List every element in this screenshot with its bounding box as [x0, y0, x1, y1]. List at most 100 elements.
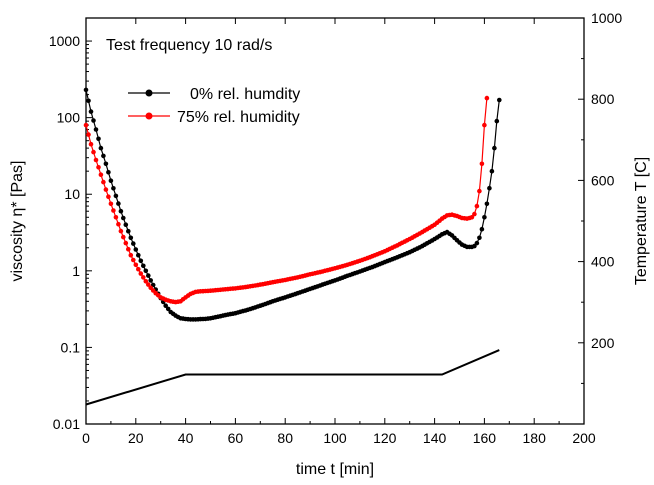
series-point-1	[86, 132, 91, 137]
series-point-1	[101, 179, 106, 185]
x-tick-label: 80	[277, 430, 293, 446]
legend-marker-0-humidity	[145, 89, 153, 97]
series-point-1	[133, 262, 139, 268]
legend-label-0-humidity: 0% rel. humdity	[190, 86, 300, 103]
annotation-text: Test frequency 10 rad/s	[106, 37, 272, 54]
series-line-2	[85, 349, 500, 406]
right-y-tick-label: 800	[591, 91, 615, 107]
x-axis-ticks: 0 20 40 60 80 100 120 140 160 180 200	[82, 18, 596, 446]
series-point-0	[83, 87, 89, 93]
series-point-1	[128, 252, 134, 258]
x-tick-label: 20	[128, 430, 144, 446]
x-axis-label: time t [min]	[296, 461, 374, 478]
series-point-0	[86, 98, 91, 104]
series-point-1	[477, 188, 482, 194]
x-tick-label: 160	[473, 430, 497, 446]
series-point-1	[146, 282, 151, 287]
series-point-0	[484, 201, 490, 207]
series-point-1	[118, 228, 124, 234]
series-point-1	[121, 234, 126, 240]
series-point-0	[121, 215, 126, 221]
series-point-0	[128, 235, 134, 241]
series-point-0	[88, 109, 94, 114]
series-point-0	[474, 240, 480, 246]
x-tick-label: 200	[572, 430, 596, 446]
series-point-0	[108, 178, 114, 183]
series-point-0	[146, 273, 151, 278]
series-point-0	[126, 228, 131, 234]
y-axis-ticks: 0.01 0.1 1 10 100 1000	[49, 17, 92, 432]
series-point-1	[108, 201, 114, 207]
legend: 0% rel. humdity 75% rel. humidity	[128, 86, 300, 126]
x-tick-label: 60	[228, 430, 244, 446]
x-tick-label: 40	[178, 430, 194, 446]
series-point-0	[131, 241, 136, 246]
right-y-axis-label: Temperature T [C]	[633, 157, 650, 285]
series-point-1	[106, 194, 111, 199]
x-tick-label: 0	[82, 430, 90, 446]
series-point-1	[482, 122, 487, 128]
series-point-1	[484, 95, 490, 101]
series-point-0	[98, 145, 104, 151]
y-tick-label: 0.01	[53, 416, 80, 432]
series-point-1	[111, 208, 116, 213]
series-point-0	[136, 252, 141, 258]
y-tick-label: 1000	[49, 33, 80, 49]
series-point-0	[111, 186, 116, 191]
series-point-1	[93, 157, 99, 163]
series-layer	[83, 87, 502, 406]
series-point-1	[83, 122, 89, 128]
right-y-tick-label: 400	[591, 254, 615, 270]
series-point-0	[148, 278, 153, 283]
legend-label-75-humidity: 75% rel. humidity	[177, 109, 300, 126]
series-point-0	[103, 161, 109, 167]
series-point-1	[96, 165, 101, 170]
series-point-1	[91, 149, 96, 155]
series-point-1	[103, 187, 109, 192]
series-point-0	[494, 118, 500, 124]
series-point-1	[116, 221, 121, 227]
series-point-0	[163, 303, 168, 309]
series-point-0	[116, 201, 121, 206]
series-point-1	[474, 203, 480, 209]
series-point-0	[101, 153, 106, 159]
plot-frame	[85, 17, 585, 425]
series-point-0	[479, 226, 485, 232]
series-point-0	[93, 127, 99, 132]
y-tick-label: 0.1	[61, 339, 81, 355]
right-y-tick-label: 1000	[591, 10, 622, 26]
x-tick-label: 140	[423, 430, 447, 446]
right-y-tick-label: 200	[591, 335, 615, 351]
y-axis-label: viscosity η* [Pas]	[9, 161, 26, 282]
x-tick-label: 120	[373, 430, 397, 446]
series-point-1	[131, 257, 136, 263]
series-point-0	[133, 247, 139, 252]
series-point-0	[482, 215, 487, 220]
series-point-0	[477, 235, 482, 241]
legend-entry-0-humidity: 0% rel. humdity	[128, 86, 300, 103]
series-point-0	[91, 118, 96, 123]
series-point-1	[136, 266, 141, 272]
series-point-1	[472, 211, 477, 217]
series-point-0	[143, 268, 149, 274]
series-point-1	[479, 161, 485, 167]
series-point-0	[96, 136, 101, 142]
legend-marker-75-humidity	[145, 112, 153, 120]
series-point-1	[88, 141, 94, 147]
series-point-0	[165, 306, 171, 312]
series-point-0	[118, 208, 124, 214]
y-tick-label: 10	[64, 186, 80, 202]
series-point-0	[492, 145, 497, 151]
series-point-0	[138, 258, 144, 264]
series-point-0	[489, 168, 495, 174]
series-point-1	[141, 275, 146, 280]
y-tick-label: 1	[72, 263, 80, 279]
series-point-0	[497, 97, 502, 103]
series-point-1	[469, 215, 475, 220]
series-point-0	[123, 222, 129, 227]
series-point-0	[106, 170, 111, 175]
series-point-0	[141, 263, 146, 269]
x-tick-label: 180	[523, 430, 547, 446]
series-point-1	[138, 271, 144, 276]
